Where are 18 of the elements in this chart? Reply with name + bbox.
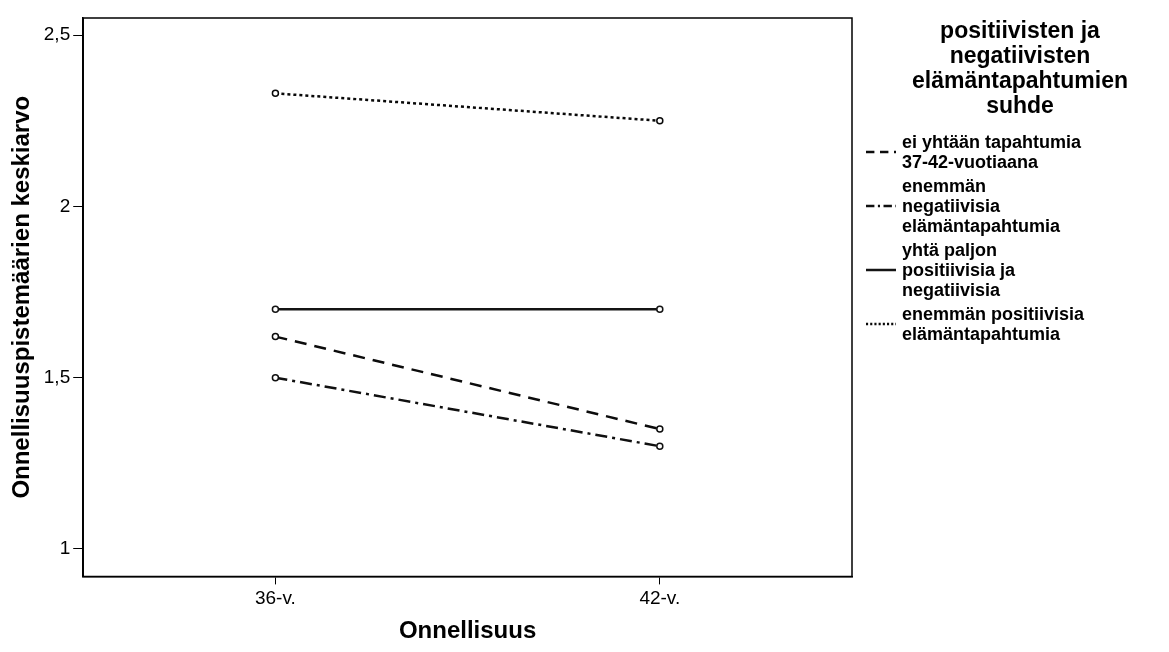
y-tick-label: 2: [59, 194, 71, 216]
y-tick-label: 1,5: [43, 365, 71, 387]
point: [271, 305, 280, 313]
point: [271, 332, 280, 341]
point: [656, 442, 664, 450]
y-axis-title: Onnellisuuspistemäärien keskiarvo: [7, 95, 35, 499]
y-tick-label: 1: [59, 537, 71, 559]
x-tick-label: 36-v.: [254, 587, 296, 609]
point: [656, 117, 664, 125]
legend-title: positiivisten ja negatiivisten elämäntapahtumien suhde: [911, 17, 1129, 118]
y-tick-label: 2,5: [43, 23, 71, 45]
point: [271, 89, 280, 98]
x-axis-title: Onnellisuus: [398, 616, 537, 644]
point: [271, 373, 280, 382]
point: [656, 305, 664, 313]
x-tick-label: 42-v.: [639, 587, 681, 609]
legend-label: enemmän positiivisia elämäntapahtumia: [902, 304, 1086, 344]
point: [656, 425, 664, 433]
